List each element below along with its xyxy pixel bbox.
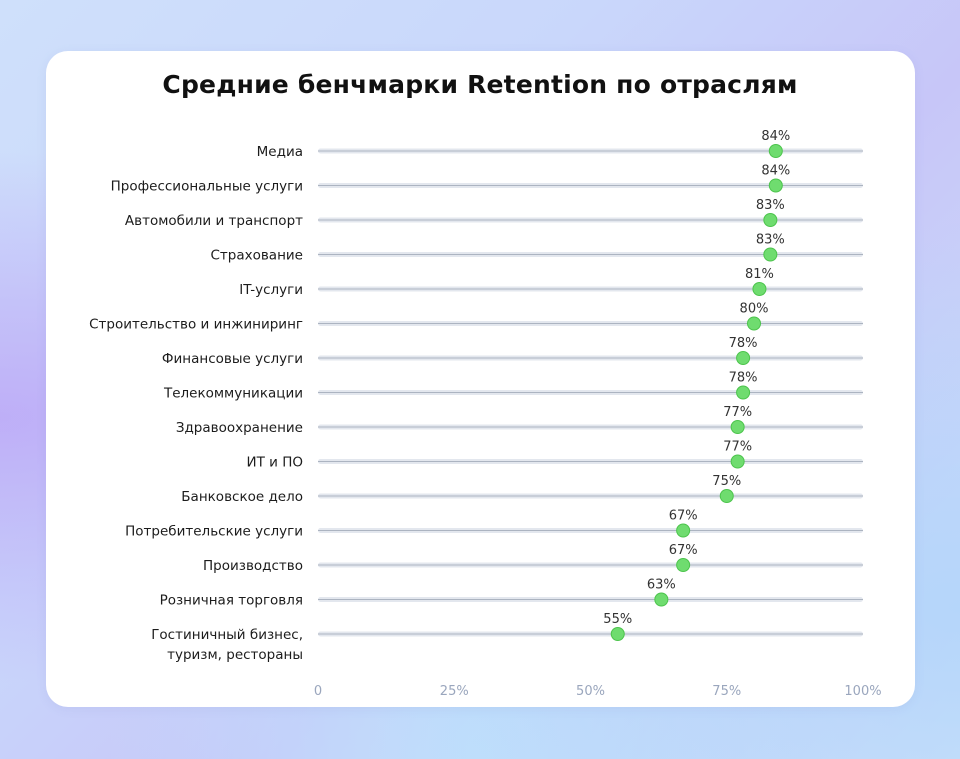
category-label: Розничная торговля [160,593,303,609]
data-point [763,247,778,262]
value-label: 63% [647,578,676,593]
value-label: 78% [729,371,758,386]
category-label: Медиа [257,144,303,160]
value-label: 55% [603,612,632,627]
value-label: 84% [761,129,790,144]
data-point [768,144,783,158]
chart-title: Средние бенчмарки Retention по отраслям [162,70,798,99]
value-label: 67% [669,543,698,558]
category-label: Гостиничный бизнес, [151,627,303,643]
category-label: Производство [203,558,303,574]
value-label: 77% [723,440,752,455]
category-label: Здравоохранение [176,420,303,436]
value-label: 75% [712,474,741,489]
data-point [676,558,691,572]
data-point [730,454,745,469]
x-tick-label: 100% [844,684,881,699]
data-point [747,316,761,331]
data-point [736,385,751,400]
category-label: IT-услуги [239,282,303,298]
category-label: ИТ и ПО [247,455,303,471]
data-point [736,351,751,365]
value-label: 83% [756,198,785,213]
value-label: 77% [723,405,752,420]
category-label: Автомобили и транспорт [125,213,303,229]
value-label: 80% [740,302,769,317]
x-tick-label: 25% [440,684,469,699]
value-label: 81% [745,267,774,282]
data-point [768,178,783,193]
x-tick-label: 0 [314,684,322,699]
category-label: Страхование [210,248,303,264]
data-point [763,213,778,227]
x-tick-label: 50% [576,684,605,699]
value-label: 78% [729,336,758,351]
category-label: Телекоммуникации [163,386,303,402]
data-point [676,523,691,538]
data-point [610,627,625,641]
category-label: Банковское дело [181,489,303,505]
category-label: туризм, рестораны [167,647,303,663]
value-label: 67% [669,509,698,524]
category-label: Потребительские услуги [125,524,303,540]
category-label: Профессиональные услуги [111,179,303,195]
category-label: Финансовые услуги [162,351,303,367]
data-point [730,420,745,434]
x-tick-label: 75% [712,684,741,699]
data-point [752,282,767,296]
data-point [654,592,669,607]
data-point [719,489,734,503]
value-label: 84% [761,164,790,179]
value-label: 83% [756,233,785,248]
category-label: Строительство и инжиниринг [89,317,303,333]
